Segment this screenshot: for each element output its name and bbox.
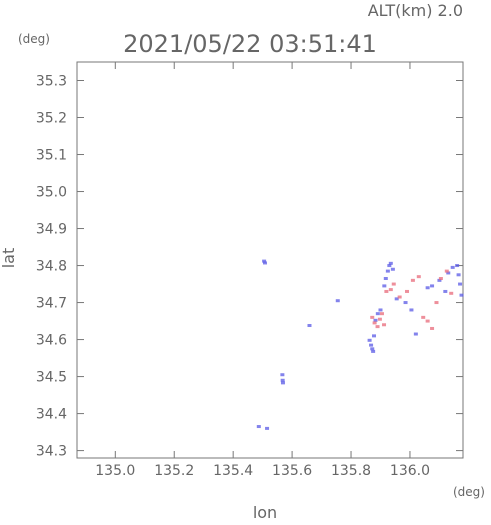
data-point — [456, 273, 461, 277]
data-point — [438, 277, 443, 281]
data-point — [262, 259, 267, 263]
data-point — [388, 288, 393, 292]
y-tick-label: 34.4 — [36, 407, 67, 423]
data-point — [265, 426, 270, 430]
x-unit-label: (deg) — [453, 485, 485, 499]
plot-frame — [76, 61, 464, 459]
y-tick-label: 35.1 — [36, 148, 67, 164]
data-point — [405, 289, 410, 293]
data-point — [382, 284, 387, 288]
y-tick-label: 35.2 — [36, 111, 67, 127]
y-tick-label: 34.8 — [36, 259, 67, 275]
y-tick-label: 34.6 — [36, 333, 67, 349]
data-point — [391, 282, 396, 286]
y-tick-label: 34.3 — [36, 444, 67, 460]
data-point — [307, 324, 312, 328]
data-point — [421, 315, 426, 319]
y-tick-label: 34.7 — [36, 296, 67, 312]
y-tick-label: 34.9 — [36, 222, 67, 238]
x-tick-label: 135.8 — [331, 463, 371, 479]
y-axis-label: lat — [0, 248, 18, 269]
data-point — [446, 271, 451, 275]
data-point — [397, 295, 402, 299]
altitude-label: ALT(km) 2.0 — [368, 1, 463, 20]
data-point — [280, 381, 285, 385]
data-point — [385, 269, 390, 273]
data-point — [369, 343, 374, 347]
data-point — [437, 278, 442, 282]
data-point — [379, 312, 384, 316]
data-point — [413, 332, 418, 336]
data-point — [375, 312, 380, 316]
data-point — [367, 338, 372, 342]
data-point — [434, 301, 439, 305]
data-point — [390, 267, 395, 271]
data-point — [335, 299, 340, 303]
data-point — [384, 289, 389, 293]
data-point — [403, 301, 408, 305]
y-axis: 34.3 34.4 34.5 34.6 34.7 34.8 34.9 35.0 35.1 35.2… — [36, 74, 463, 460]
x-tick-label: 135.0 — [95, 463, 135, 479]
x-tick-label: 136.0 — [390, 463, 430, 479]
data-point — [459, 293, 464, 297]
y-unit-label: (deg) — [18, 32, 50, 46]
data-point — [382, 323, 387, 327]
y-tick-label: 34.5 — [36, 370, 67, 386]
data-point — [370, 347, 375, 351]
x-tick-label: 135.6 — [272, 463, 312, 479]
data-point — [371, 349, 376, 353]
data-point — [416, 275, 421, 279]
data-point — [372, 334, 377, 338]
data-point — [256, 425, 261, 429]
data-point — [430, 326, 435, 330]
data-point — [410, 278, 415, 282]
x-axis-label: lon — [253, 503, 277, 521]
data-point — [458, 282, 463, 286]
x-tick-label: 135.2 — [154, 463, 194, 479]
data-point — [388, 261, 393, 265]
data-point — [372, 321, 377, 325]
data-point — [450, 265, 455, 269]
data-point — [449, 291, 454, 295]
data-point — [378, 308, 383, 312]
data-point — [375, 325, 380, 329]
data-point — [425, 319, 430, 323]
data-point — [377, 317, 382, 321]
data-point — [444, 269, 449, 273]
x-axis: 135.0 135.2 135.4 135.6 135.8 136.0 — [95, 62, 430, 479]
data-point — [443, 289, 448, 293]
data-point — [409, 308, 414, 312]
data-point — [430, 284, 435, 288]
y-tick-label: 35.3 — [36, 74, 67, 90]
chart-title: 2021/05/22 03:51:41 — [123, 30, 377, 58]
data-point — [280, 378, 285, 382]
data-point — [383, 277, 388, 281]
data-point — [387, 264, 392, 268]
data-point — [425, 286, 430, 290]
x-tick-label: 135.4 — [213, 463, 253, 479]
data-point — [455, 264, 460, 268]
data-points — [256, 259, 464, 430]
y-tick-label: 35.0 — [36, 185, 67, 201]
data-point — [370, 315, 375, 319]
data-point — [262, 261, 267, 265]
data-point — [373, 318, 378, 322]
data-point — [394, 297, 399, 301]
data-point — [280, 373, 285, 377]
